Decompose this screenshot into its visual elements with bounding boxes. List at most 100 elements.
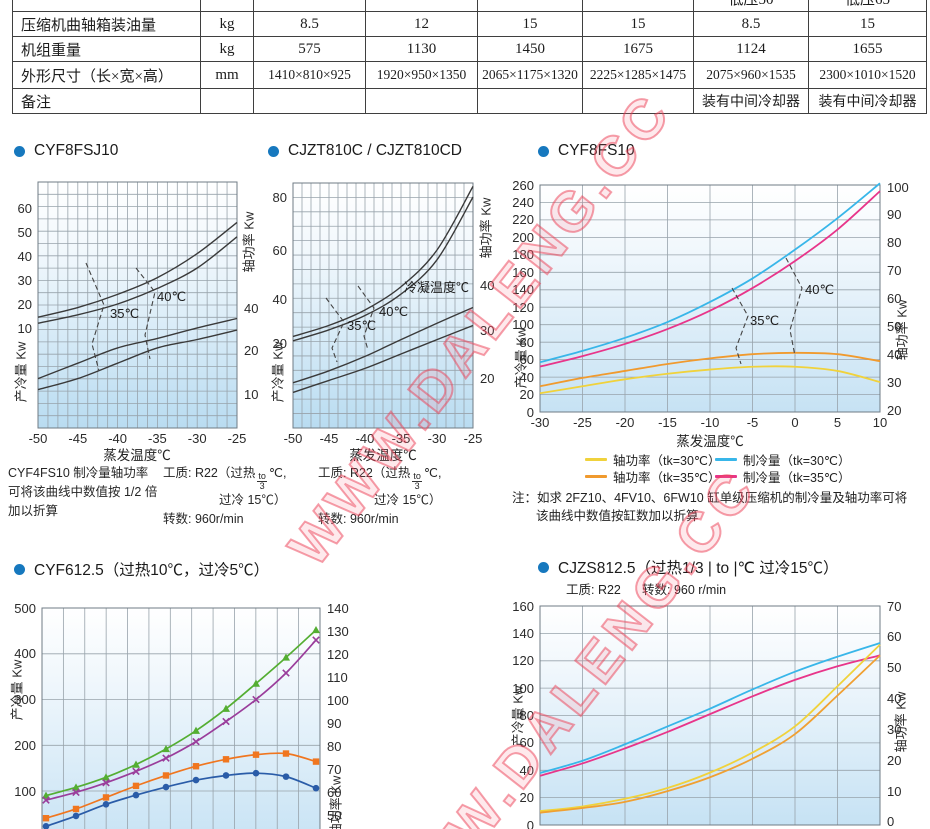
marker-triangle	[162, 744, 170, 753]
marker-square	[192, 763, 200, 770]
axis-tick-label: 30	[887, 721, 902, 737]
axis-tick-label: 20	[519, 387, 534, 402]
axis-tick-label: -40	[108, 431, 127, 446]
series-curve	[37, 221, 238, 318]
marker-x	[132, 767, 140, 776]
marker-triangle	[72, 783, 80, 791]
axis-tick-label: -5	[746, 415, 759, 430]
series-curve	[45, 639, 317, 801]
marker-triangle	[312, 625, 320, 634]
series-curve	[539, 190, 881, 368]
axis-tick-label: 160	[512, 264, 534, 280]
plot-border	[539, 184, 881, 413]
axis-tick-label: 20	[887, 752, 902, 768]
axis-tick-label: 50	[887, 660, 902, 676]
axis-tick-label: -50	[28, 431, 48, 446]
annotation-label: 35℃	[347, 318, 376, 333]
fraction: to 3	[257, 471, 267, 491]
axis-tick-label: 20	[17, 296, 32, 312]
table-cell	[365, 88, 478, 114]
axis-tick-label: 80	[272, 189, 287, 205]
marker-circle	[132, 791, 140, 799]
table-cell	[253, 88, 366, 114]
axis-tick-label: -35	[147, 431, 167, 446]
legend-line-swatch	[715, 475, 737, 478]
legend-item: 制冷量（tk=35℃）	[715, 467, 850, 486]
axis-title-evap-temp: 蒸发温度℃	[103, 448, 171, 463]
marker-x	[72, 788, 80, 797]
table-cell: 1675	[582, 36, 694, 62]
table-row: 备注 装有中间冷却器 装有中间冷却器	[12, 88, 927, 114]
table-cell: 装有中间冷却器	[693, 88, 809, 114]
axis-tick-label: 140	[512, 282, 534, 298]
annotation-label: 35℃	[750, 313, 779, 328]
footnote-spec-1: 工质: R22（过热 to 3 ℃, 过冷 15℃） 转数: 960r/min	[163, 464, 286, 529]
table-row: 外形尺寸（长×宽×高） mm 1410×810×925 1920×950×135…	[12, 61, 927, 89]
marker-square	[72, 805, 80, 813]
axis-tick-label: 40	[480, 277, 495, 293]
axis-tick-label: 160	[512, 598, 534, 614]
table-cell: 2065×1175×1320	[477, 61, 583, 89]
legend-label: 制冷量（tk=30℃）	[743, 454, 851, 468]
series-curve	[539, 654, 881, 814]
axis-tick-label: 60	[327, 785, 342, 801]
grid	[37, 181, 238, 429]
section-header-cyf8fsj10: CYF8FSJ10	[14, 142, 118, 160]
marker-triangle	[42, 791, 50, 799]
annotation-label: 40℃	[157, 289, 186, 304]
marker-square	[252, 751, 260, 758]
bullet-dot-icon	[14, 145, 25, 157]
axis-tick-label: 110	[327, 669, 348, 685]
axis-tick-label: 50	[327, 808, 342, 824]
annotation-label: 冷凝温度℃	[404, 280, 469, 295]
axis-title-cooling-capacity: 产冷量 Kw	[13, 341, 29, 403]
axis-tick-label: 40	[887, 346, 902, 362]
axis-title-cooling-capacity: 产冷量 Kw	[270, 341, 286, 403]
marker-square	[312, 758, 320, 765]
axis-tick-label: 60	[272, 242, 287, 258]
table-cell: 2075×960×1535	[693, 61, 809, 89]
table-cell: 1655	[808, 36, 927, 62]
axis-tick-label: 80	[519, 334, 534, 350]
plot-border	[292, 182, 474, 429]
chart-CJZS812.5	[539, 605, 881, 826]
axis-tick-label: 90	[327, 716, 342, 731]
bullet-dot-icon	[538, 561, 549, 573]
plot-border	[37, 181, 238, 429]
footnote-line: 工质: R22（过热 to 3 ℃,	[163, 466, 287, 491]
footnote-line: 过冷 15℃）	[219, 493, 287, 507]
table-cell: 1920×950×1350	[365, 61, 478, 89]
axis-tick-label: 90	[887, 207, 902, 223]
axis-title-evap-temp: 蒸发温度℃	[676, 434, 744, 449]
axis-tick-label: 140	[327, 600, 349, 616]
annotation-dashed-line	[785, 257, 803, 357]
axis-title-evap-temp: 蒸发温度℃	[349, 448, 417, 463]
axis-tick-label: -50	[283, 431, 303, 446]
annotation-label: 40℃	[805, 282, 834, 297]
axis-tick-label: 60	[519, 352, 534, 368]
marker-x	[192, 737, 200, 746]
table-row-label: 外形尺寸（长×宽×高）	[12, 61, 201, 89]
axis-tick-label: -30	[187, 431, 207, 446]
axis-tick-label: 140	[512, 625, 534, 641]
marker-square	[162, 772, 170, 779]
section-header-cjzt810c: CJZT810C / CJZT810CD	[268, 142, 462, 160]
axis-tick-label: -15	[658, 415, 677, 430]
series-curve	[539, 643, 881, 813]
spec-table: 低压50 低压65 压缩机曲轴箱装油量 kg 8.5 12 15 15 8.5 …	[12, 0, 927, 114]
marker-x	[42, 796, 50, 804]
series-curve	[292, 324, 474, 394]
chart-CYF8FSJ10: 35℃ 40℃	[37, 181, 238, 429]
axis-tick-label: 40	[519, 369, 534, 385]
marker-circle	[222, 772, 230, 779]
marker-x	[162, 754, 170, 762]
marker-square	[222, 756, 230, 763]
axis-tick-label: -35	[391, 431, 411, 446]
axis-tick-label: -20	[615, 415, 635, 430]
axis-tick-label: -25	[573, 415, 592, 430]
axis-tick-label: 300	[14, 692, 36, 707]
axis-tick-label: 0	[791, 415, 799, 430]
section-title: CYF612.5（过热10℃，过冷5℃）	[34, 562, 270, 579]
table-cell: 1410×810×925	[253, 61, 366, 89]
